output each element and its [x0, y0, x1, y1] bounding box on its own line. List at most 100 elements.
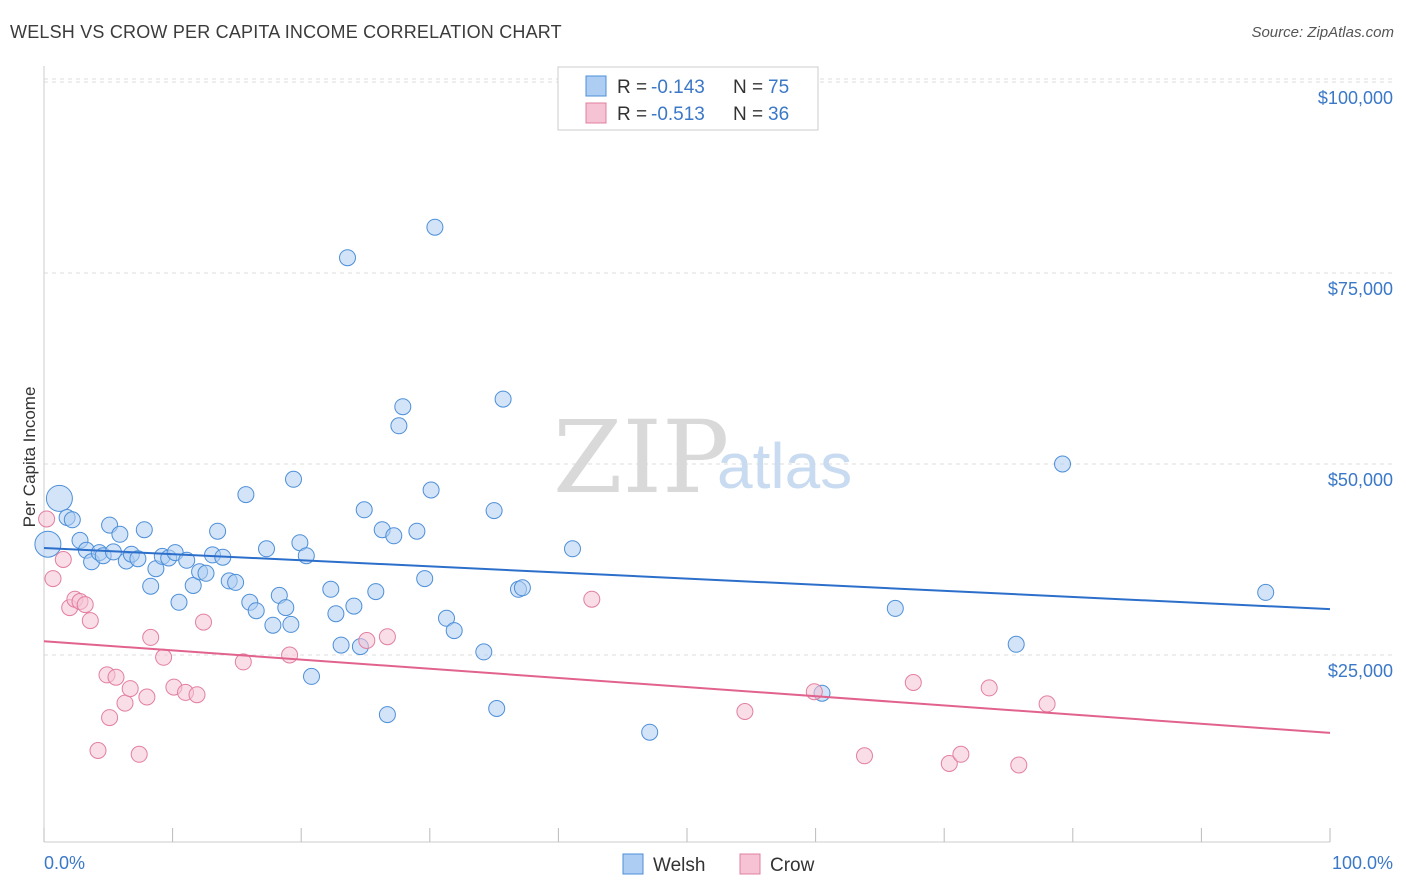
welsh-point — [209, 522, 227, 540]
y-axis-label: Per Capita Income — [20, 387, 39, 528]
welsh-point — [1007, 635, 1025, 653]
y-tick-labels: $25,000 $50,000 $75,000 $100,000 — [1318, 88, 1393, 681]
crow-point — [281, 646, 299, 664]
welsh-point — [394, 398, 412, 416]
welsh-point — [184, 577, 202, 594]
crow-point — [38, 510, 56, 528]
welsh-point — [247, 602, 265, 620]
legend-crow-swatch — [739, 853, 761, 875]
welsh-point — [345, 597, 363, 615]
welsh-r-value: -0.143 — [651, 77, 705, 98]
welsh-point — [327, 605, 345, 623]
crow-trend-line — [43, 640, 1331, 734]
welsh-point — [488, 700, 506, 717]
welsh-point — [886, 599, 904, 617]
crow-point — [138, 688, 156, 706]
welsh-swatch — [585, 75, 607, 97]
legend-crow-label: Crow — [770, 855, 815, 876]
grid-lines — [44, 78, 1392, 656]
crow-point — [980, 679, 998, 697]
welsh-point — [494, 390, 512, 408]
crow-point — [101, 709, 119, 727]
welsh-point — [170, 593, 188, 611]
welsh-point — [1054, 455, 1071, 473]
welsh-point — [111, 525, 129, 543]
welsh-point — [485, 502, 503, 520]
welsh-point — [416, 570, 434, 588]
x-tick-labels: 0.0% 100.0% — [44, 853, 1393, 873]
chart-title: WELSH VS CROW PER CAPITA INCOME CORRELAT… — [10, 22, 562, 42]
welsh-point — [513, 579, 531, 597]
data-points — [34, 218, 1275, 774]
crow-point — [76, 596, 94, 614]
crow-point — [155, 648, 173, 666]
welsh-point — [227, 573, 245, 591]
welsh-point — [1257, 583, 1275, 601]
welsh-point — [422, 481, 440, 499]
crow-point — [188, 686, 206, 704]
welsh-point — [322, 580, 340, 598]
welsh-point — [135, 521, 153, 539]
welsh-point — [303, 667, 320, 685]
welsh-point — [45, 484, 73, 512]
legend-welsh-label: Welsh — [653, 855, 705, 876]
crow-point — [234, 653, 252, 671]
crow-point — [44, 570, 62, 588]
welsh-point — [197, 564, 215, 582]
y-tick-label: $75,000 — [1328, 279, 1393, 299]
welsh-point — [264, 616, 282, 634]
crow-n-value: 36 — [768, 104, 789, 125]
crow-r-label: R = — [617, 104, 647, 125]
crow-point — [195, 613, 212, 631]
welsh-point — [385, 527, 403, 545]
crow-point — [81, 612, 99, 630]
welsh-point — [641, 723, 659, 741]
watermark-zip: ZIP — [553, 399, 729, 516]
axes — [43, 66, 1331, 843]
crow-point — [1010, 756, 1028, 774]
crow-point — [358, 632, 376, 649]
welsh-point — [332, 636, 350, 654]
y-tick-label: $50,000 — [1328, 470, 1393, 490]
crow-point — [378, 628, 396, 646]
welsh-point — [63, 511, 81, 529]
stats-legend: R = -0.143 N = 75 R = -0.513 N = 36 — [557, 66, 819, 131]
welsh-point — [564, 540, 581, 558]
crow-swatch — [585, 102, 607, 124]
crow-point — [107, 668, 125, 686]
crow-point — [121, 680, 139, 698]
welsh-point — [475, 643, 493, 661]
welsh-point — [378, 706, 396, 724]
crow-n-label: N = — [733, 104, 763, 125]
welsh-point — [237, 486, 255, 504]
crow-point — [856, 747, 873, 765]
welsh-point — [178, 551, 196, 569]
welsh-point — [408, 522, 426, 540]
x-tick-label-start: 0.0% — [44, 853, 85, 873]
welsh-point — [438, 609, 455, 627]
crow-point — [142, 628, 160, 646]
welsh-point — [129, 550, 147, 568]
crow-point — [1038, 695, 1056, 713]
crow-point — [130, 745, 148, 763]
welsh-n-value: 75 — [768, 77, 789, 98]
source-credit: Source: ZipAtlas.com — [1251, 24, 1394, 41]
welsh-point — [34, 530, 62, 558]
y-tick-label: $100,000 — [1318, 88, 1393, 108]
crow-point — [54, 551, 72, 568]
welsh-r-label: R = — [617, 77, 647, 98]
welsh-trend-line — [43, 547, 1331, 611]
series-legend: Welsh Crow — [622, 853, 815, 876]
welsh-point — [282, 615, 300, 633]
welsh-point — [277, 599, 295, 617]
trend-lines — [43, 547, 1331, 734]
welsh-point — [258, 540, 275, 558]
welsh-point — [367, 583, 385, 601]
welsh-point — [339, 249, 356, 267]
crow-point — [736, 703, 754, 720]
watermark-atlas: atlas — [717, 430, 852, 502]
welsh-point — [142, 577, 160, 595]
welsh-point — [355, 501, 373, 519]
crow-r-value: -0.513 — [651, 104, 705, 125]
